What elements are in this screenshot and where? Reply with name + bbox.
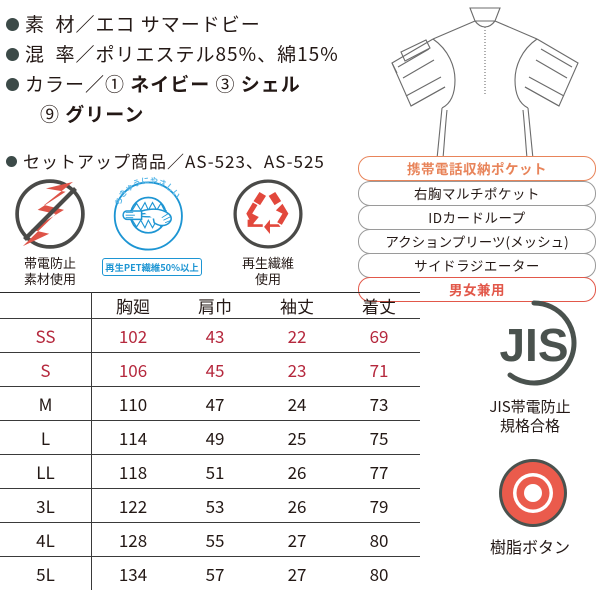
svg-text:JIS: JIS xyxy=(499,319,568,371)
